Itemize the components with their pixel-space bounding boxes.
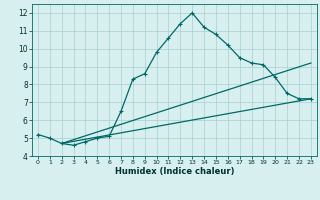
X-axis label: Humidex (Indice chaleur): Humidex (Indice chaleur) <box>115 167 234 176</box>
